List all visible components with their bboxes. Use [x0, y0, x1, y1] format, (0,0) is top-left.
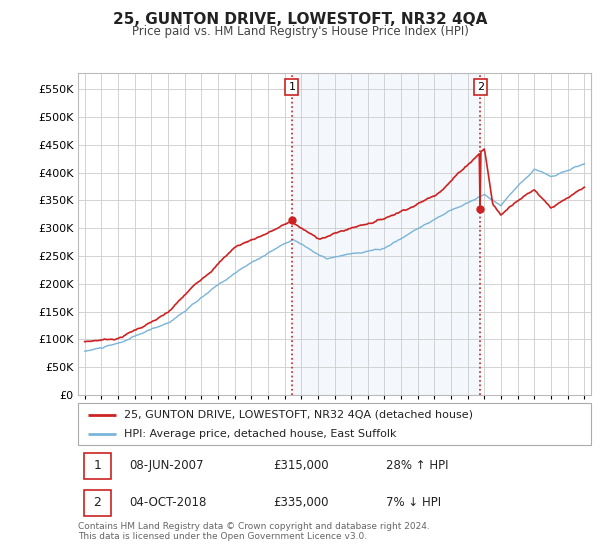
Text: 1: 1 [94, 459, 101, 473]
Text: 7% ↓ HPI: 7% ↓ HPI [386, 496, 441, 510]
Text: 04-OCT-2018: 04-OCT-2018 [130, 496, 206, 510]
Text: 2: 2 [476, 82, 484, 92]
Bar [84, 453, 111, 479]
Text: 25, GUNTON DRIVE, LOWESTOFT, NR32 4QA: 25, GUNTON DRIVE, LOWESTOFT, NR32 4QA [113, 12, 487, 27]
Text: Price paid vs. HM Land Registry's House Price Index (HPI): Price paid vs. HM Land Registry's House … [131, 25, 469, 38]
Text: 28% ↑ HPI: 28% ↑ HPI [386, 459, 448, 473]
Text: Contains HM Land Registry data © Crown copyright and database right 2024.
This d: Contains HM Land Registry data © Crown c… [78, 522, 430, 542]
Text: HPI: Average price, detached house, East Suffolk: HPI: Average price, detached house, East… [124, 429, 397, 439]
Text: £315,000: £315,000 [273, 459, 329, 473]
Text: 2: 2 [94, 496, 101, 510]
Text: £335,000: £335,000 [273, 496, 328, 510]
Text: 25, GUNTON DRIVE, LOWESTOFT, NR32 4QA (detached house): 25, GUNTON DRIVE, LOWESTOFT, NR32 4QA (d… [124, 409, 473, 419]
Bar [292, 73, 480, 395]
Bar [84, 490, 111, 516]
Text: 08-JUN-2007: 08-JUN-2007 [130, 459, 204, 473]
Text: 1: 1 [289, 82, 295, 92]
